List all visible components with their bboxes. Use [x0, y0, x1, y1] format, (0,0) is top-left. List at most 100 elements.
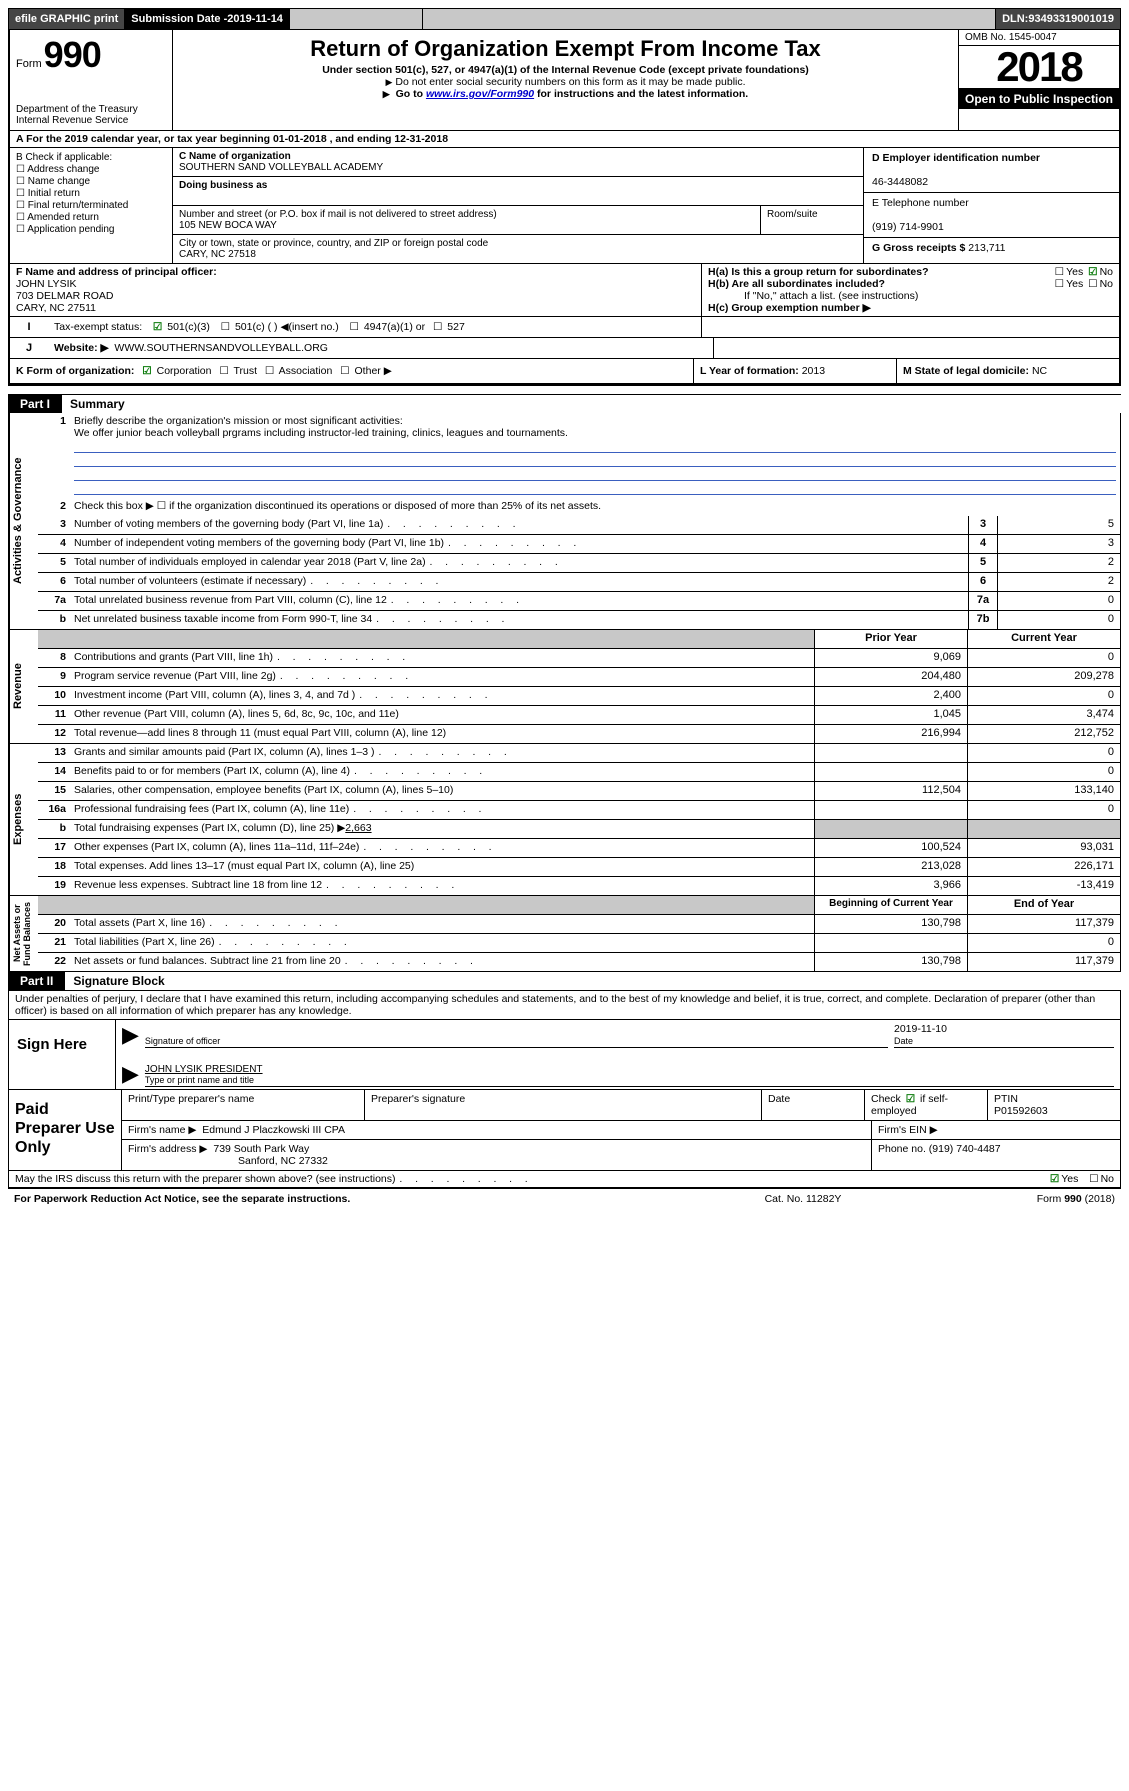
part-ii-tag: Part II	[8, 972, 65, 990]
dept-treasury: Department of the Treasury Internal Reve…	[16, 104, 166, 126]
paid-row-3: Firm's address ▶ 739 South Park WaySanfo…	[122, 1140, 1120, 1170]
k-corp-box[interactable]	[140, 365, 153, 377]
blank-field	[290, 9, 423, 29]
subtitle-2: Do not enter social security numbers on …	[179, 76, 952, 88]
ha-yes-box[interactable]	[1053, 266, 1066, 278]
c18: 226,171	[967, 858, 1120, 876]
paid-row-1: Print/Type preparer's name Preparer's si…	[122, 1090, 1120, 1121]
j-right	[714, 338, 1119, 358]
line-21: Total liabilities (Part X, line 26)	[70, 934, 814, 952]
irs-link[interactable]: www.irs.gov/Form990	[426, 88, 534, 100]
c12: 212,752	[967, 725, 1120, 743]
val-7a: 0	[997, 592, 1120, 610]
c16b	[967, 820, 1120, 838]
website-value: WWW.SOUTHERNSANDVOLLEYBALL.ORG	[114, 342, 328, 354]
rev-header-blank	[70, 630, 814, 648]
c-name-row: C Name of organization SOUTHERN SAND VOL…	[173, 148, 863, 177]
summary-expenses: Expenses 13Grants and similar amounts pa…	[8, 744, 1121, 896]
discuss-yn: Yes No	[1048, 1173, 1114, 1185]
line-16b: Total fundraising expenses (Part IX, col…	[70, 820, 814, 838]
hb-no-box[interactable]	[1086, 278, 1099, 290]
c11: 3,474	[967, 706, 1120, 724]
i-4947-box[interactable]	[347, 321, 360, 333]
ein-label: D Employer identification number	[872, 152, 1040, 164]
line-5: Total number of individuals employed in …	[70, 554, 968, 572]
i-501c3-box[interactable]	[151, 321, 164, 333]
paid-row-2: Firm's name ▶ Edmund J Placzkowski III C…	[122, 1121, 1120, 1140]
gross-block: G Gross receipts $ 213,711	[864, 238, 1119, 258]
discuss-no-box[interactable]	[1087, 1173, 1100, 1185]
sig-officer-field[interactable]: Signature of officer	[145, 1024, 888, 1048]
paid-preparer-label: Paid Preparer Use Only	[9, 1090, 122, 1170]
sig-date-field: 2019-11-10Date	[894, 1023, 1114, 1048]
c17: 93,031	[967, 839, 1120, 857]
discuss-yes-box[interactable]	[1048, 1173, 1061, 1185]
city-row: City or town, state or province, country…	[173, 235, 863, 263]
p13	[814, 744, 967, 762]
bottom-row: For Paperwork Reduction Act Notice, see …	[8, 1188, 1121, 1209]
ck-amended-return[interactable]: Amended return	[16, 212, 166, 223]
efile-label[interactable]: efile GRAPHIC print	[9, 9, 125, 29]
k-other-box[interactable]	[338, 365, 351, 377]
i-label: I	[10, 317, 48, 337]
h-c: H(c) Group exemption number ▶	[708, 302, 1113, 314]
submission-date-label: Submission Date - 2019-11-14	[125, 9, 290, 29]
sig-name-field[interactable]: JOHN LYSIK PRESIDENT Type or print name …	[145, 1052, 1114, 1087]
summary-netassets: Net Assets or Fund Balances Beginning of…	[8, 896, 1121, 972]
val-7b: 0	[997, 611, 1120, 629]
tab-expenses: Expenses	[9, 744, 38, 895]
prep-self-emp: Check if self-employed	[865, 1090, 988, 1120]
ha-no-box[interactable]	[1086, 266, 1099, 278]
dln: DLN: 93493319001019	[996, 9, 1120, 29]
top-spacer	[423, 9, 996, 29]
line-6: Total number of volunteers (estimate if …	[70, 573, 968, 591]
row-f-h: F Name and address of principal officer:…	[10, 263, 1119, 316]
subtitle-1: Under section 501(c), 527, or 4947(a)(1)…	[179, 64, 952, 76]
c14: 0	[967, 763, 1120, 781]
p17: 100,524	[814, 839, 967, 857]
summary-revenue: Revenue Prior YearCurrent Year 8Contribu…	[8, 630, 1121, 744]
j-body: Website: ▶ WWW.SOUTHERNSANDVOLLEYBALL.OR…	[48, 338, 714, 358]
hb-yes-box[interactable]	[1053, 278, 1066, 290]
hdr-prior: Prior Year	[814, 630, 967, 648]
i-527-box[interactable]	[431, 321, 444, 333]
ck-address-change[interactable]: Address change	[16, 164, 166, 175]
p15: 112,504	[814, 782, 967, 800]
c9: 209,278	[967, 668, 1120, 686]
city-value: CARY, NC 27518	[179, 249, 857, 260]
col-b-checkboxes: B Check if applicable: Address change Na…	[10, 148, 173, 263]
i-body: Tax-exempt status: 501(c)(3) 501(c) ( ) …	[48, 317, 702, 337]
p16a	[814, 801, 967, 819]
form-number: 990	[44, 34, 101, 76]
f-addr1: 703 DELMAR ROAD	[16, 290, 113, 302]
line-9: Program service revenue (Part VIII, line…	[70, 668, 814, 686]
ck-application-pending[interactable]: Application pending	[16, 224, 166, 235]
line-11: Other revenue (Part VIII, column (A), li…	[70, 706, 814, 724]
ck-initial-return[interactable]: Initial return	[16, 188, 166, 199]
prep-name-hdr: Print/Type preparer's name	[122, 1090, 365, 1120]
ck-final-return[interactable]: Final return/terminated	[16, 200, 166, 211]
hdr-end: End of Year	[967, 896, 1120, 914]
self-emp-box[interactable]	[904, 1093, 917, 1105]
i-501c-box[interactable]	[219, 321, 232, 333]
line-8: Contributions and grants (Part VIII, lin…	[70, 649, 814, 667]
f-addr2: CARY, NC 27511	[16, 302, 96, 314]
k1: K Form of organization: Corporation Trus…	[10, 359, 694, 383]
line-1: Briefly describe the organization's miss…	[70, 413, 1120, 498]
ck-name-change[interactable]: Name change	[16, 176, 166, 187]
p10: 2,400	[814, 687, 967, 705]
k-assoc-box[interactable]	[263, 365, 276, 377]
line-7b: Net unrelated business taxable income fr…	[70, 611, 968, 629]
room-suite: Room/suite	[760, 206, 863, 234]
p16b	[814, 820, 967, 838]
line-18: Total expenses. Add lines 13–17 (must eq…	[70, 858, 814, 876]
dba-label: Doing business as	[179, 180, 857, 191]
part-i-title: Summary	[62, 395, 133, 413]
header-mid: Return of Organization Exempt From Incom…	[173, 30, 959, 130]
k2: L Year of formation: 2013	[694, 359, 897, 383]
k-trust-box[interactable]	[217, 365, 230, 377]
p20: 130,798	[814, 915, 967, 933]
net-header-blank	[70, 896, 814, 914]
val-6: 2	[997, 573, 1120, 591]
p8: 9,069	[814, 649, 967, 667]
